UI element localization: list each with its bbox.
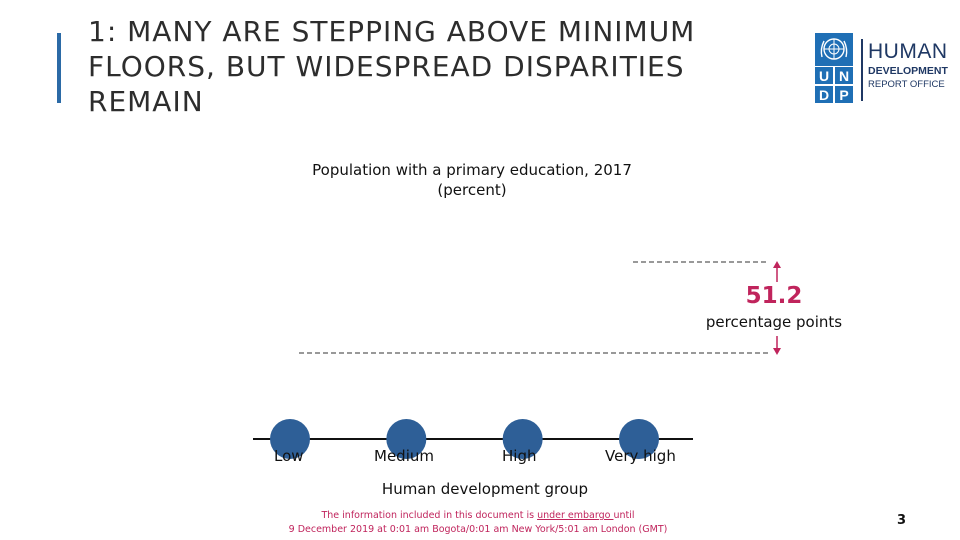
chart-title-unit: (percent) [437,181,507,199]
chart-title-main: Population with a primary education, 201… [312,161,632,179]
x-tick-low: Low [274,447,304,465]
undp-letters: U N D P [814,66,854,104]
x-tick-very-high: Very high [605,447,676,465]
undp-letter: D [814,85,834,104]
gap-unit-label: percentage points [705,313,843,331]
undp-letter: U [814,66,834,85]
undp-letter: P [834,85,854,104]
title-accent-bar [57,33,61,103]
data-points-layer [270,419,659,459]
logo-divider [861,39,863,101]
embargo-suffix: until [613,510,635,521]
undp-logo-block: U N D P [814,33,854,104]
slide-title: 1: MANY ARE STEPPING ABOVE MINIMUM FLOOR… [88,15,696,118]
undp-letter: N [834,66,854,85]
data-point-very-high [619,419,659,459]
x-axis-title: Human development group [381,480,589,498]
embargo-notice: The information included in this documen… [250,509,706,537]
data-point-medium [386,419,427,459]
gap-value: 51.2 [745,283,803,309]
data-point-low [270,419,310,459]
hdro-logo-line1: HUMAN [868,40,948,63]
x-tick-high: High [502,447,537,465]
hdro-logo-line2: DEVELOPMENT [868,65,948,77]
embargo-prefix: The information included in this documen… [321,510,538,521]
chart-title: Population with a primary education, 201… [286,160,658,200]
data-point-high [502,419,543,459]
undp-hdro-logo: U N D P HUMAN DEVELOPMENT REPORT OFFICE [814,33,948,105]
gap-arrow-down [773,336,781,355]
hdro-logo-line3: REPORT OFFICE [868,79,945,90]
page-number: 3 [897,513,907,528]
x-tick-medium: Medium [374,447,434,465]
embargo-line2: 9 December 2019 at 0:01 am Bogota/0:01 a… [288,524,668,535]
embargo-line1: The information included in this documen… [250,509,706,523]
gap-arrow-up [773,261,781,282]
embargo-emphasis: under embargo [537,510,614,521]
un-emblem-icon [820,38,848,60]
